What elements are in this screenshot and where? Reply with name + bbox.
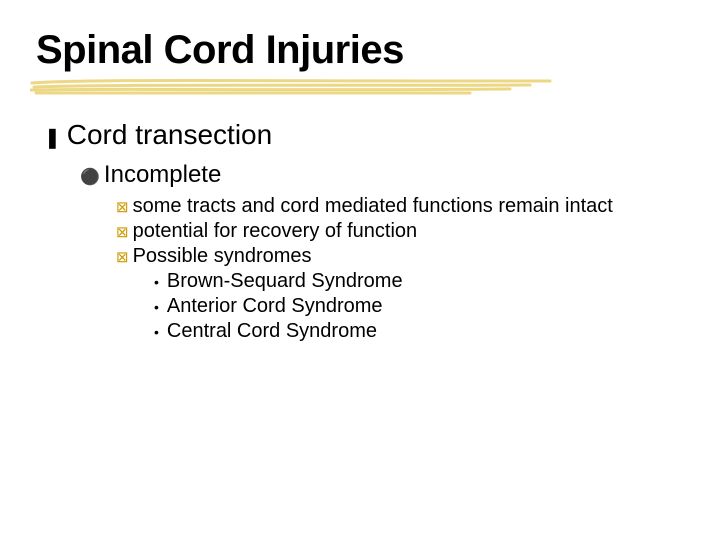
title-underline <box>36 79 684 97</box>
level3-text: some tracts and cord mediated functions … <box>133 195 613 218</box>
slide-title: Spinal Cord Injuries <box>36 28 684 73</box>
bullet-level3: ⊠ Possible syndromes <box>116 245 684 268</box>
dot-bullet-icon: • <box>154 275 159 289</box>
circle-bullet-icon: ⚫ <box>80 170 100 186</box>
zapf-bullet-icon: ❚ <box>44 128 61 148</box>
level3-text: potential for recovery of function <box>133 220 418 243</box>
level2-text: Incomplete <box>104 161 221 189</box>
bullet-level4: • Anterior Cord Syndrome <box>154 295 684 318</box>
bullet-level1: ❚ Cord transection <box>44 119 684 151</box>
level4-text: Brown-Sequard Syndrome <box>167 270 403 293</box>
dot-bullet-icon: • <box>154 300 159 314</box>
boxed-x-bullet-icon: ⊠ <box>116 225 129 240</box>
bullet-level3: ⊠ potential for recovery of function <box>116 220 684 243</box>
bullet-level4: • Central Cord Syndrome <box>154 320 684 343</box>
level1-text: Cord transection <box>67 119 272 151</box>
level4-text: Anterior Cord Syndrome <box>167 295 383 318</box>
bullet-level2: ⚫ Incomplete <box>80 161 684 189</box>
bullet-level4: • Brown-Sequard Syndrome <box>154 270 684 293</box>
dot-bullet-icon: • <box>154 325 159 339</box>
bullet-level3: ⊠ some tracts and cord mediated function… <box>116 195 684 218</box>
level4-text: Central Cord Syndrome <box>167 320 377 343</box>
level3-text: Possible syndromes <box>133 245 312 268</box>
boxed-x-bullet-icon: ⊠ <box>116 200 129 215</box>
boxed-x-bullet-icon: ⊠ <box>116 250 129 265</box>
slide-container: Spinal Cord Injuries ❚ Cord transection … <box>0 0 720 540</box>
